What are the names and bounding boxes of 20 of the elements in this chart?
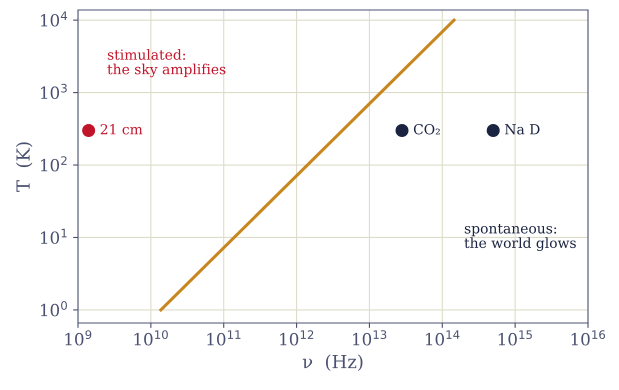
series-label: Na D [505,124,540,134]
y-tick-label: 10$^{3}$ [40,84,67,100]
y-tick-label: 10$^{1}$ [40,228,67,244]
x-tick-label: 10$^{9}$ [65,330,92,346]
y-tick-label: 10$^{0}$ [40,301,67,316]
y-tick-label: 10$^{4}$ [40,11,68,27]
annotation: spontaneous: the world glows [464,224,576,251]
series-label: 21 cm [100,124,142,134]
x-tick-label: 10$^{16}$ [572,330,606,346]
x-tick-label: 10$^{12}$ [280,330,314,346]
y-tick-label: 10$^{2}$ [40,156,67,172]
x-axis-title: ν (Hz) [302,354,362,371]
x-tick-label: 10$^{14}$ [426,330,460,346]
x-tick-label: 10$^{13}$ [353,330,386,346]
series-label: CO₂ [414,124,440,134]
x-tick-label: 10$^{11}$ [207,330,240,346]
y-axis-title: T (K) [16,142,32,192]
x-tick-label: 10$^{15}$ [498,330,532,346]
x-tick-label: 10$^{10}$ [134,330,168,346]
annotation: stimulated: the sky amplifies [107,49,226,78]
